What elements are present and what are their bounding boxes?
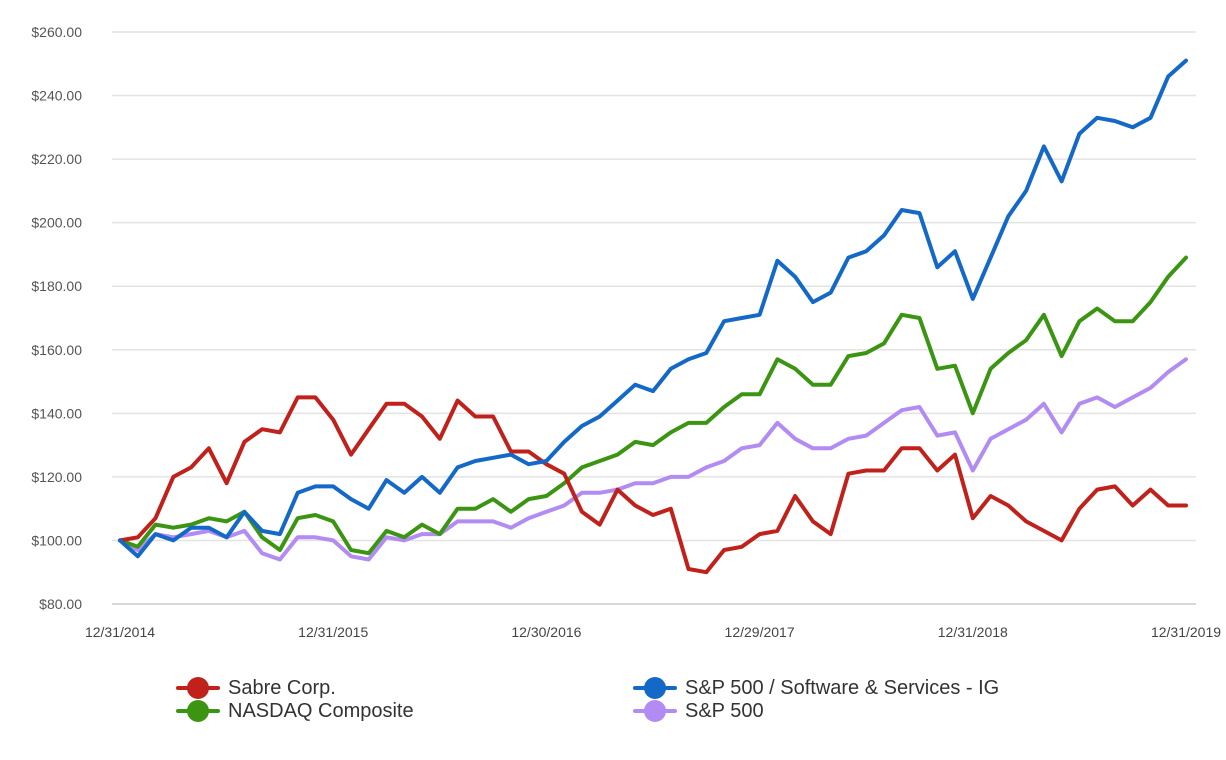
legend-item-sabre[interactable]: Sabre Corp. [176, 676, 336, 700]
legend-marker-icon [633, 699, 677, 723]
x-tick-label: 12/29/2017 [725, 624, 795, 640]
y-tick-label: $160.00 [31, 342, 82, 358]
legend-label: Sabre Corp. [228, 676, 336, 699]
y-tick-label: $80.00 [39, 596, 82, 612]
legend-label: S&P 500 [685, 699, 764, 722]
legend-item-nasdaq[interactable]: NASDAQ Composite [176, 699, 414, 723]
legend-marker-icon [176, 699, 220, 723]
grid-lines [112, 31, 1196, 605]
y-tick-label: $140.00 [31, 405, 82, 421]
series-line-s-p-500 [118, 357, 1188, 562]
series-lines [118, 58, 1188, 575]
y-axis: $80.00 $100.00 $120.00 $140.00 $160.00 $180.0… [31, 24, 82, 612]
legend-marker-icon [176, 676, 220, 700]
series-line-sabre-corp [118, 395, 1188, 575]
y-tick-label: $240.00 [31, 88, 82, 104]
line-chart: $80.00 $100.00 $120.00 $140.00 $160.00 $180.0… [31, 24, 1221, 640]
legend-marker-icon [633, 676, 677, 700]
y-tick-label: $180.00 [31, 278, 82, 294]
legend-item-software-services[interactable]: S&P 500 / Software & Services - IG [633, 676, 999, 700]
y-tick-label: $260.00 [31, 24, 82, 40]
legend-label: S&P 500 / Software & Services - IG [685, 676, 1000, 699]
x-tick-label: 12/31/2015 [298, 624, 368, 640]
x-tick-label: 12/31/2018 [938, 624, 1008, 640]
x-axis: 12/31/2014 12/31/2015 12/30/2016 12/29/2017… [85, 624, 1221, 640]
y-tick-label: $200.00 [31, 215, 82, 231]
legend-label: NASDAQ Composite [228, 699, 414, 722]
series-line-nasdaq-composite [118, 255, 1188, 556]
x-tick-label: 12/30/2016 [511, 624, 581, 640]
x-tick-label: 12/31/2014 [85, 624, 155, 640]
series-line-s-p-500-software-services-ig [118, 58, 1188, 559]
legend-item-sp500[interactable]: S&P 500 [633, 699, 764, 723]
y-tick-label: $220.00 [31, 151, 82, 167]
y-tick-label: $100.00 [31, 532, 82, 548]
x-tick-label: 12/31/2019 [1151, 624, 1221, 640]
y-tick-label: $120.00 [31, 469, 82, 485]
